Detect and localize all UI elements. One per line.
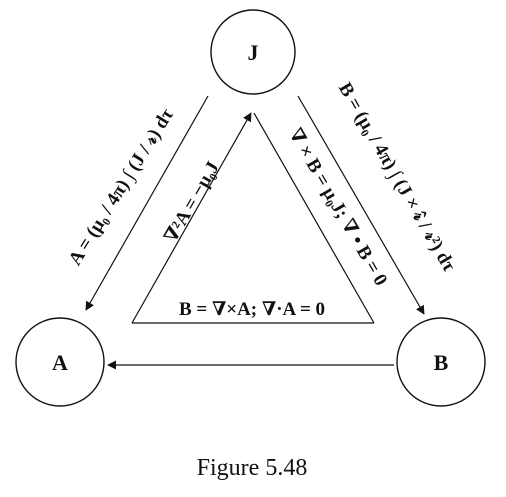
node-j: J (210, 9, 296, 95)
equation-inner-left-group: ∇²A = −μ₀J (161, 158, 224, 246)
arrow-j-to-a (85, 95, 209, 311)
node-a: A (15, 317, 105, 407)
equation-outer-left: A = (μ₀ / 4π) ∫ (J / 𝓇) dτ (65, 105, 179, 270)
figure-caption: Figure 5.48 (197, 455, 308, 481)
arrow-a-to-j-inner (131, 112, 252, 324)
node-b: B (396, 317, 486, 407)
equation-inner-bottom: B = ∇×A; ∇·A = 0 (179, 299, 325, 320)
node-j-label: J (248, 40, 259, 65)
node-b-circle (396, 317, 486, 407)
equation-outer-left-group: A = (μ₀ / 4π) ∫ (J / 𝓇) dτ (65, 105, 179, 270)
arrow-j-to-b (297, 95, 425, 315)
equation-inner-left: ∇²A = −μ₀J (161, 158, 224, 246)
node-a-label: A (52, 350, 68, 375)
node-b-label: B (434, 350, 449, 375)
node-a-circle (15, 317, 105, 407)
node-j-circle (210, 9, 296, 95)
inner-triangle-right-side (253, 112, 375, 324)
